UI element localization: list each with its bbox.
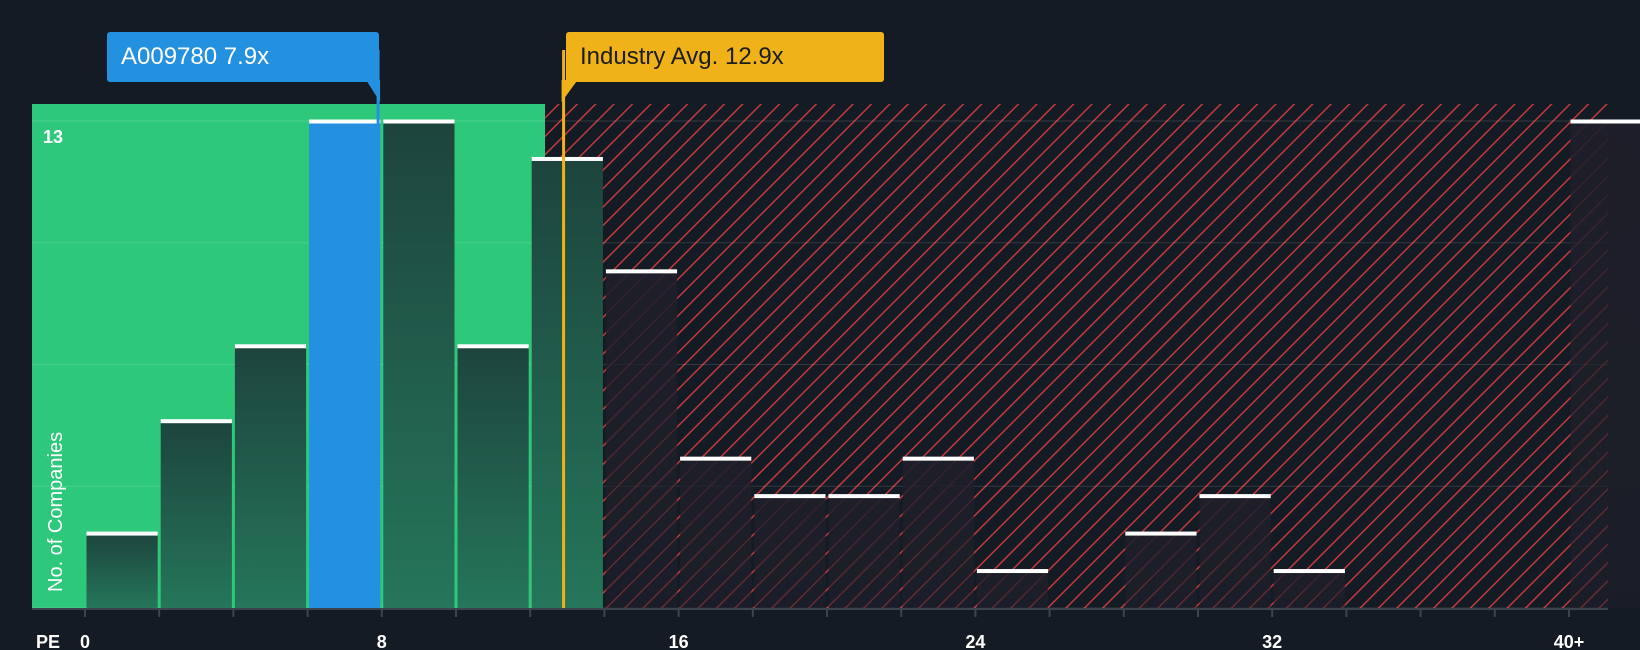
company-pe-callout: A009780 7.9x [107,32,379,82]
bar-cap [828,494,900,499]
x-axis-title: PE [36,632,60,650]
bar-cap [383,119,455,124]
bar-cap [754,494,826,499]
histogram-bar [1273,570,1345,608]
bar-cap [234,344,307,349]
bar-cap [1125,531,1197,536]
y-axis-title: No. of Companies [45,432,67,592]
x-tick-label: 0 [80,632,90,650]
industry-callout-pointer [561,80,578,102]
histogram-bar [902,458,974,608]
bar-cap [1199,494,1271,499]
company-callout-pointer [366,80,381,102]
bar-cap [1273,569,1345,574]
x-tick-label: 8 [377,632,387,650]
histogram-bar [457,345,529,608]
bar-cap [605,269,678,274]
x-tick-label: 40+ [1554,632,1585,650]
histogram-bar [309,121,381,608]
bar-cap [976,569,1049,574]
histogram-bar [86,533,158,608]
bar-cap [160,419,232,424]
x-tick-label: 24 [965,632,985,650]
bar-cap [680,456,752,461]
bar-cap [457,344,529,349]
histogram-bar [234,345,307,608]
histogram-bar [605,270,678,608]
histogram-bar [531,158,603,608]
histogram-bar [1199,495,1271,608]
histogram-bar [828,495,900,608]
histogram-bar [976,570,1049,608]
bar-cap [309,119,381,124]
histogram-bar [1125,533,1197,608]
bar-cap [902,456,974,461]
bar-cap [1570,119,1640,124]
company-pe-label: A009780 7.9x [121,43,270,70]
histogram-bar [1570,121,1640,608]
y-max-label: 13 [43,127,63,147]
bar-cap [86,531,158,536]
industry-avg-label: Industry Avg. 12.9x [580,43,784,70]
bar-cap [531,156,603,161]
histogram-bar [680,458,752,608]
industry-avg-callout: Industry Avg. 12.9x [566,32,884,82]
histogram-bar [383,121,455,608]
histogram-bar [754,495,826,608]
x-tick-label: 32 [1262,632,1282,650]
histogram-bar [160,420,232,608]
x-tick-label: 16 [669,632,689,650]
